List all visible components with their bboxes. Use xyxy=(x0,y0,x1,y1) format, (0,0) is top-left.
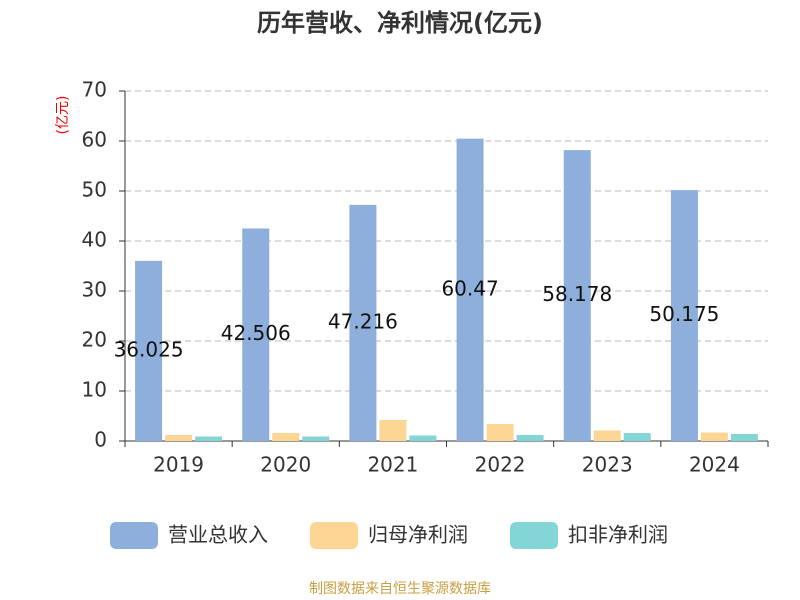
x-tick-label: 2023 xyxy=(582,453,633,477)
x-tick-label: 2019 xyxy=(153,453,204,477)
bar xyxy=(272,433,300,441)
bar xyxy=(563,150,591,442)
y-tick-label: 0 xyxy=(94,428,107,452)
y-tick-label: 50 xyxy=(82,178,107,202)
bar xyxy=(730,434,758,441)
chart-title: 历年营收、净利情况(亿元) xyxy=(257,9,543,37)
bar xyxy=(165,435,193,441)
data-label: 47.216 xyxy=(328,309,398,333)
y-tick-label: 20 xyxy=(82,328,107,352)
data-label: 42.506 xyxy=(221,321,291,345)
y-tick-label: 30 xyxy=(82,278,107,302)
bar xyxy=(379,420,407,441)
bar xyxy=(593,430,621,441)
bar xyxy=(670,190,698,441)
data-label: 58.178 xyxy=(542,282,612,306)
legend-swatch xyxy=(110,522,158,549)
x-tick-label: 2022 xyxy=(475,453,526,477)
bar xyxy=(242,228,270,441)
y-tick-label: 70 xyxy=(82,78,107,102)
legend-label: 营业总收入 xyxy=(168,523,268,547)
y-axis-label: (亿元) xyxy=(55,96,71,135)
y-tick-label: 10 xyxy=(82,378,107,402)
bar xyxy=(700,432,728,441)
y-tick-label: 40 xyxy=(82,228,107,252)
bar xyxy=(456,138,484,441)
y-tick-label: 60 xyxy=(82,128,107,152)
legend-label: 扣非净利润 xyxy=(568,523,668,547)
bar xyxy=(409,435,437,441)
bar xyxy=(349,204,377,441)
x-tick-label: 2024 xyxy=(689,453,740,477)
x-tick-label: 2020 xyxy=(260,453,311,477)
data-label: 36.025 xyxy=(114,337,184,361)
source: 制图数据来自恒生聚源数据库 xyxy=(309,581,491,597)
legend-label: 归母净利润 xyxy=(368,523,468,547)
bar xyxy=(195,436,223,441)
legend-swatch xyxy=(310,522,358,549)
data-label: 60.47 xyxy=(441,276,498,300)
x-tick-label: 2021 xyxy=(367,453,418,477)
bar xyxy=(516,435,544,441)
bar xyxy=(623,433,651,441)
bar xyxy=(302,436,330,441)
bar xyxy=(486,424,514,441)
data-label: 50.175 xyxy=(649,302,719,326)
legend-swatch xyxy=(510,522,558,549)
bar xyxy=(135,260,163,441)
